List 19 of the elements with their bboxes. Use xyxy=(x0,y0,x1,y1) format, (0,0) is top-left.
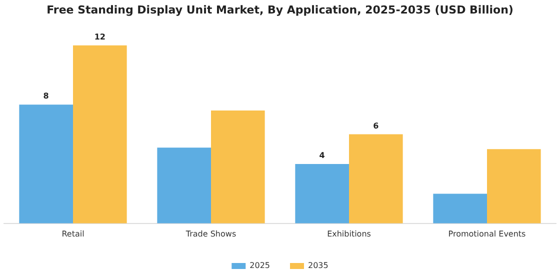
legend-label: 2025 xyxy=(250,261,270,270)
x-tick-label: Trade Shows xyxy=(184,229,236,238)
legend-label: 2035 xyxy=(308,261,328,270)
x-tick-label: Retail xyxy=(62,229,84,238)
data-label: 12 xyxy=(94,32,106,42)
data-label: 6 xyxy=(373,121,380,130)
bar xyxy=(433,194,487,224)
bar xyxy=(295,164,349,224)
data-label: 4 xyxy=(319,151,326,160)
bar xyxy=(19,104,73,224)
bar xyxy=(157,148,211,224)
data-label: 8 xyxy=(43,92,50,101)
chart-title: Free Standing Display Unit Market, By Application, 2025-2035 (USD Billion) xyxy=(46,3,514,16)
bar xyxy=(487,149,541,224)
bar xyxy=(349,134,403,224)
bar xyxy=(73,45,127,224)
bar xyxy=(211,110,265,224)
x-tick-label: Promotional Events xyxy=(448,229,526,238)
x-tick-label: Exhibitions xyxy=(327,229,371,238)
